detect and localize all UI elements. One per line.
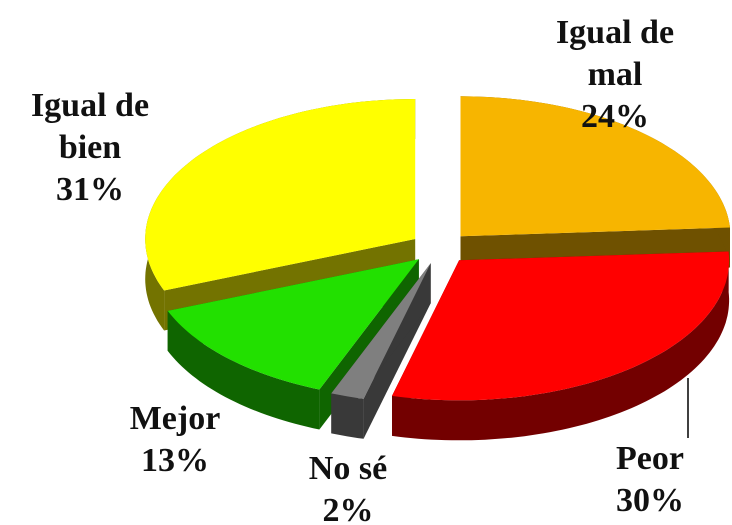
slice — [145, 99, 416, 291]
value-label: 2% — [322, 492, 374, 525]
value-label: 13% — [141, 442, 209, 479]
slice-label: Igual de mal 24% — [525, 12, 705, 138]
value-label: 30% — [616, 482, 684, 519]
slice — [460, 96, 730, 237]
slice-side — [167, 310, 320, 430]
slice-side — [392, 251, 730, 441]
slice-label: Mejor 13% — [85, 398, 265, 482]
slice-side — [331, 393, 364, 439]
value-label: 31% — [56, 171, 124, 208]
category-label: Peor — [616, 440, 684, 477]
slice-label: Peor 30% — [560, 438, 732, 522]
slice-label: Igual de bien 31% — [0, 85, 180, 211]
category-label: Igual de bien — [30, 87, 150, 166]
slice — [392, 251, 730, 401]
slice-label: No sé 2% — [258, 448, 438, 525]
value-label: 24% — [581, 98, 649, 135]
category-label: No sé — [308, 450, 388, 487]
category-label: Mejor — [129, 400, 221, 437]
category-label: Igual de mal — [555, 14, 675, 93]
slice — [331, 263, 431, 399]
slice — [167, 259, 419, 390]
